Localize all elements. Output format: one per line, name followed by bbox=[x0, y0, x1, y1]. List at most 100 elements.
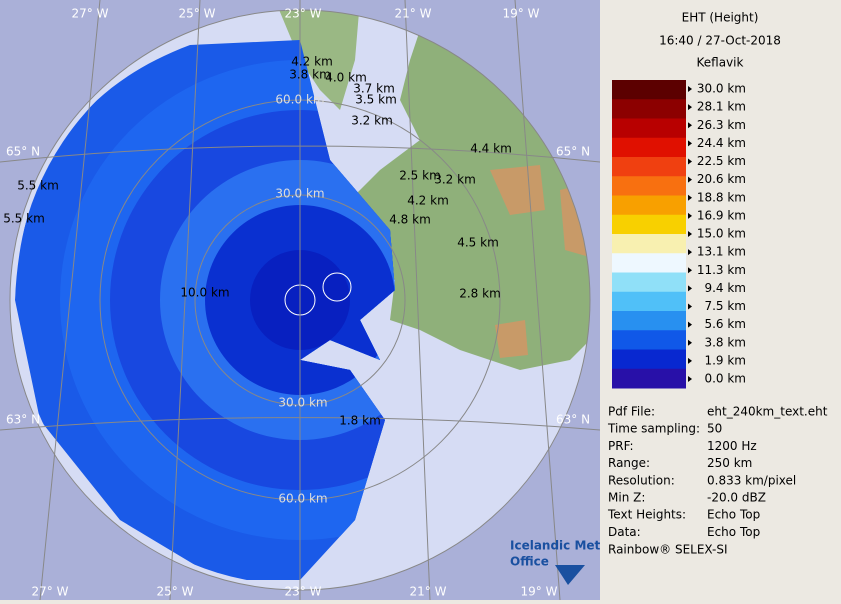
latitude-label: 63° N bbox=[556, 413, 590, 427]
echo-top-label: 3.2 km bbox=[351, 114, 393, 128]
scale-label: 7.5 km bbox=[704, 299, 746, 313]
echo-top-label: 4.4 km bbox=[470, 142, 512, 156]
legend-title: EHT (Height) bbox=[682, 11, 759, 25]
scale-label: 28.1 km bbox=[697, 100, 746, 114]
info-key: PRF: bbox=[608, 439, 634, 453]
echo-top-label: 5.5 km bbox=[17, 179, 59, 193]
echo-top-label: 3.8 km bbox=[289, 68, 331, 82]
color-bin bbox=[612, 80, 686, 100]
scale-arrow bbox=[688, 122, 692, 129]
scale-arrow bbox=[688, 231, 692, 237]
scale-label: 1.9 km bbox=[704, 353, 746, 367]
longitude-label: 23° W bbox=[285, 7, 322, 21]
info-key: Resolution: bbox=[608, 473, 675, 487]
longitude-label: 27° W bbox=[32, 585, 69, 599]
credit: Rainbow® SELEX-SI bbox=[608, 543, 728, 557]
scale-label: 20.6 km bbox=[697, 172, 746, 186]
longitude-label: 19° W bbox=[503, 7, 540, 21]
color-bin bbox=[612, 118, 686, 139]
scale-arrow bbox=[688, 249, 692, 256]
scale-label: 5.6 km bbox=[704, 317, 746, 331]
echo-top-label: 1.8 km bbox=[339, 414, 381, 428]
logo-text: Office bbox=[510, 555, 549, 569]
echo-top-label: 3.7 km bbox=[353, 82, 395, 96]
scale-arrow bbox=[688, 267, 692, 274]
scale-arrow bbox=[688, 339, 692, 346]
color-bin bbox=[612, 330, 686, 350]
color-bin bbox=[612, 195, 686, 216]
color-bin bbox=[612, 214, 686, 235]
color-bin bbox=[612, 291, 686, 312]
scale-label: 15.0 km bbox=[697, 227, 746, 241]
color-bin bbox=[612, 349, 686, 370]
range-label: 30.0 km bbox=[278, 396, 327, 410]
info-value: 50 bbox=[707, 422, 722, 436]
scale-arrow bbox=[688, 194, 692, 201]
scale-label: 30.0 km bbox=[697, 82, 746, 96]
legend-site: Keflavik bbox=[697, 56, 744, 70]
info-key: Pdf File: bbox=[608, 405, 655, 419]
echo-top-label: 5.5 km bbox=[3, 212, 45, 226]
scale-label: 26.3 km bbox=[697, 118, 746, 132]
scale-arrow bbox=[688, 140, 692, 147]
logo-icon bbox=[555, 565, 585, 585]
scale-arrow bbox=[688, 376, 692, 382]
longitude-label: 25° W bbox=[157, 585, 194, 599]
longitude-label: 25° W bbox=[179, 7, 216, 21]
scale-arrow bbox=[688, 357, 692, 364]
echo-top-label: 2.8 km bbox=[459, 287, 501, 301]
color-bin bbox=[612, 99, 686, 119]
echo-top-label: 4.5 km bbox=[457, 236, 499, 250]
color-bin bbox=[612, 176, 686, 196]
logo-text: Icelandic Met bbox=[510, 539, 601, 553]
scale-label: 16.9 km bbox=[697, 208, 746, 222]
color-bin bbox=[612, 234, 686, 254]
graticule bbox=[0, 0, 601, 601]
range-label: 30.0 km bbox=[275, 187, 324, 201]
scale-arrow bbox=[688, 104, 692, 111]
scale-arrow bbox=[688, 86, 692, 92]
scale-arrow bbox=[688, 212, 692, 219]
longitude-label: 23° W bbox=[285, 585, 322, 599]
info-value: 250 km bbox=[707, 456, 752, 470]
color-bin bbox=[612, 157, 686, 177]
latitude-label: 65° N bbox=[6, 145, 40, 159]
info-key: Range: bbox=[608, 456, 650, 470]
scale-label: 0.0 km bbox=[704, 372, 746, 386]
latitude-label: 63° N bbox=[6, 413, 40, 427]
scale-label: 24.4 km bbox=[697, 136, 746, 150]
longitude-label: 21° W bbox=[395, 7, 432, 21]
info-key: Text Heights: bbox=[607, 508, 686, 522]
info-value: Echo Top bbox=[707, 508, 760, 522]
info-value: Echo Top bbox=[707, 525, 760, 539]
info-key: Time sampling: bbox=[607, 422, 700, 436]
echo-top-label: 2.5 km bbox=[399, 169, 441, 183]
info-value: eht_240km_text.eht bbox=[707, 405, 828, 419]
color-bin bbox=[612, 272, 686, 293]
info-value: -20.0 dBZ bbox=[707, 491, 766, 505]
longitude-label: 27° W bbox=[72, 7, 109, 21]
scale-arrow bbox=[688, 285, 692, 292]
info-value: 1200 Hz bbox=[707, 439, 757, 453]
legend-time: 16:40 / 27-Oct-2018 bbox=[659, 34, 781, 48]
scale-arrow bbox=[688, 158, 692, 165]
echo-top-label: 3.5 km bbox=[355, 93, 397, 107]
latitude-label: 65° N bbox=[556, 145, 590, 159]
echo-top-label: 4.0 km bbox=[325, 71, 367, 85]
color-bin bbox=[612, 368, 686, 389]
color-bin bbox=[612, 311, 686, 331]
echo-top-label: 3.2 km bbox=[434, 173, 476, 187]
echo-top-label: 4.2 km bbox=[407, 194, 449, 208]
scale-arrow bbox=[688, 176, 692, 183]
info-key: Data: bbox=[608, 525, 641, 539]
color-bin bbox=[612, 137, 686, 158]
scale-label: 18.8 km bbox=[697, 190, 746, 204]
scale-arrow bbox=[688, 321, 692, 328]
scale-label: 9.4 km bbox=[704, 281, 746, 295]
range-label: 60.0 km bbox=[275, 93, 324, 107]
longitude-label: 19° W bbox=[521, 585, 558, 599]
scale-label: 22.5 km bbox=[697, 154, 746, 168]
info-key: Min Z: bbox=[608, 491, 645, 505]
echo-top-label: 4.8 km bbox=[389, 213, 431, 227]
scale-label: 3.8 km bbox=[704, 335, 746, 349]
